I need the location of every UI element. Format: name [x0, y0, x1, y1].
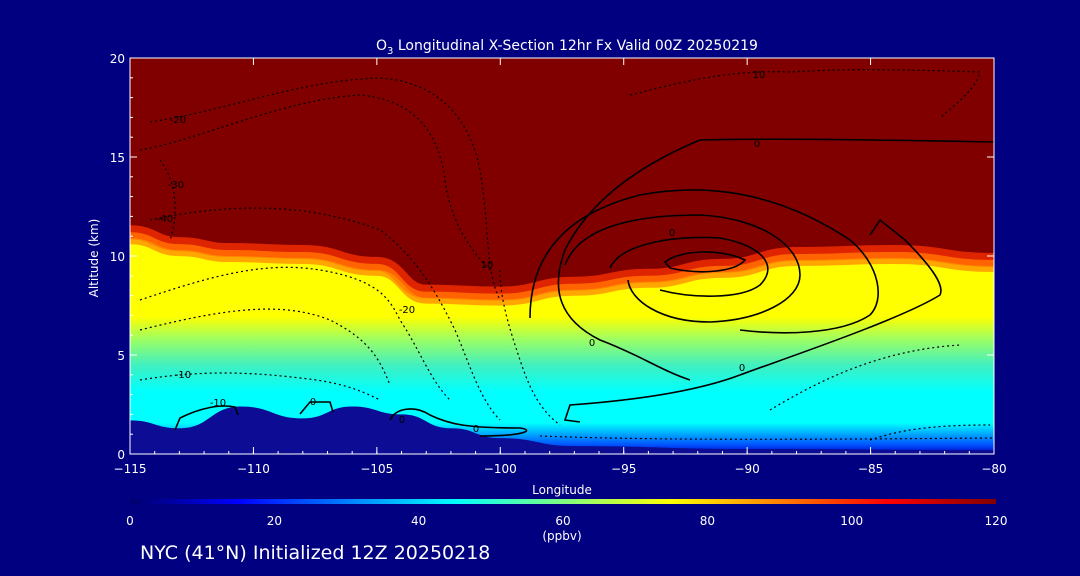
contour-label: 0 [589, 338, 595, 349]
contour-label: 0 [399, 415, 405, 426]
colorbar-tick-label: 0 [126, 514, 134, 528]
contour-line [563, 218, 942, 423]
contour-label: -10 [175, 370, 191, 381]
contour-label: 0 [310, 397, 316, 408]
contour-label: 0 [754, 139, 760, 150]
contour-line [609, 236, 769, 297]
contour-line [529, 189, 879, 334]
contour-line [564, 214, 801, 323]
colorbar-tick-label: 100 [840, 514, 863, 528]
x-tick-label: −90 [734, 462, 759, 476]
contour-line [299, 401, 334, 415]
x-tick-label: −110 [237, 462, 270, 476]
contour-line [869, 424, 991, 441]
contour-lines [139, 69, 994, 441]
contour-line [769, 344, 961, 411]
contour-label: 0 [739, 363, 745, 374]
colorbar-ticks: 0 20 40 60 80 100 120 [126, 514, 1007, 528]
y-tick-label: 5 [117, 349, 125, 363]
contour-label: 10 [481, 260, 494, 271]
contour-line [139, 266, 451, 401]
x-tick-label: −105 [360, 462, 393, 476]
contour-line [139, 372, 381, 401]
contour-line [539, 435, 994, 440]
contour-label: -10 [210, 398, 226, 409]
tropopause-orange-band [130, 238, 994, 306]
contour-label: 10 [753, 70, 766, 81]
colorbar-units: (ppbv) [542, 529, 581, 543]
x-tick-label: −80 [981, 462, 1006, 476]
contour-line [663, 251, 747, 273]
contour-label: -30 [168, 180, 184, 191]
contour-label: -20 [399, 305, 415, 316]
contour-line [174, 405, 239, 431]
init-caption: NYC (41°N) Initialized 12Z 20250218 [140, 542, 491, 564]
contour-label: -40 [157, 214, 173, 225]
contour-line [499, 269, 561, 426]
contour-line [149, 207, 501, 421]
contour-line [699, 138, 994, 143]
x-tick-label: −100 [484, 462, 517, 476]
contour-line [389, 408, 528, 437]
y-tick-label: 15 [110, 151, 125, 165]
x-axis-label: Longitude [532, 483, 592, 497]
contour-line [629, 69, 981, 119]
colorbar-tick-label: 80 [700, 514, 715, 528]
colorbar [130, 499, 996, 504]
y-tick-label: 20 [110, 52, 125, 66]
x-tick-label: −115 [114, 462, 147, 476]
contour-labels: -40 -30 -20 -20 -10 -10 0 0 0 0 0 0 0 10 10 [157, 70, 766, 435]
contour-line [557, 139, 701, 381]
contour-label: 0 [669, 228, 675, 239]
y-tick-label: 0 [117, 448, 125, 462]
colorbar-tick-label: 120 [985, 514, 1008, 528]
colorbar-tick-label: 60 [555, 514, 570, 528]
tropopause-gradient-band [130, 225, 994, 301]
contour-line [149, 77, 501, 301]
y-tick-label: 10 [110, 250, 125, 264]
chart-title: O3 Longitudinal X-Section 12hr Fx Valid … [376, 38, 758, 57]
colorbar-tick-label: 20 [267, 514, 282, 528]
tropospheric-ozone-field [130, 232, 994, 454]
x-tick-label: −85 [858, 462, 883, 476]
x-tick-label: −95 [611, 462, 636, 476]
colorbar-tick-label: 40 [411, 514, 426, 528]
axes: −115 −110 −105 −100 −95 −90 −85 −80 0 5 10 15 20 [110, 52, 1007, 476]
contour-label: 0 [473, 424, 479, 435]
terrain [130, 406, 994, 454]
contour-label: -20 [170, 115, 186, 126]
y-axis-label: Altitude (km) [87, 219, 101, 298]
